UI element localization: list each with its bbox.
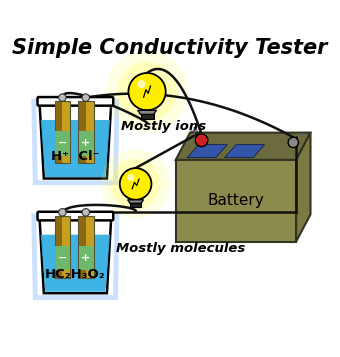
Text: −: − (58, 253, 67, 263)
Circle shape (120, 168, 151, 200)
Circle shape (128, 174, 134, 181)
Polygon shape (176, 132, 310, 160)
Text: +: + (81, 138, 90, 148)
Polygon shape (39, 103, 111, 178)
FancyBboxPatch shape (37, 212, 113, 220)
Polygon shape (79, 246, 93, 270)
Polygon shape (55, 131, 69, 156)
Circle shape (106, 51, 188, 132)
Polygon shape (39, 217, 111, 293)
Polygon shape (176, 160, 296, 242)
Circle shape (82, 208, 89, 216)
Text: Mostly molecules: Mostly molecules (116, 242, 245, 255)
Text: Mostly ions: Mostly ions (121, 120, 206, 134)
Polygon shape (78, 216, 86, 278)
Polygon shape (296, 132, 310, 242)
Polygon shape (79, 131, 93, 156)
Polygon shape (224, 145, 265, 158)
Circle shape (110, 159, 161, 209)
Circle shape (82, 94, 89, 101)
Polygon shape (138, 110, 156, 115)
Text: +: + (81, 253, 90, 263)
Text: −: − (58, 138, 67, 148)
Polygon shape (86, 216, 94, 278)
Polygon shape (41, 235, 110, 292)
Polygon shape (55, 246, 69, 270)
Polygon shape (41, 120, 110, 177)
FancyBboxPatch shape (37, 97, 113, 106)
Circle shape (59, 94, 66, 101)
Text: HC₂H₃O₂: HC₂H₃O₂ (45, 268, 106, 281)
Polygon shape (78, 101, 86, 163)
Text: −: − (296, 127, 307, 140)
Polygon shape (130, 203, 141, 207)
Text: Battery: Battery (208, 193, 264, 208)
Polygon shape (62, 216, 70, 278)
Text: H⁺  Cl⁻: H⁺ Cl⁻ (51, 151, 100, 164)
Text: +: + (189, 125, 200, 137)
Polygon shape (187, 145, 227, 158)
Text: Simple Conductivity Tester: Simple Conductivity Tester (12, 38, 328, 58)
Polygon shape (54, 216, 62, 278)
Polygon shape (140, 115, 154, 119)
Polygon shape (62, 101, 70, 163)
Polygon shape (86, 101, 94, 163)
Circle shape (59, 208, 66, 216)
Polygon shape (128, 200, 143, 203)
Polygon shape (54, 101, 62, 163)
Circle shape (129, 73, 166, 110)
Circle shape (117, 62, 177, 121)
Circle shape (137, 80, 146, 88)
Circle shape (101, 149, 170, 219)
Circle shape (288, 137, 299, 147)
Circle shape (195, 134, 208, 147)
